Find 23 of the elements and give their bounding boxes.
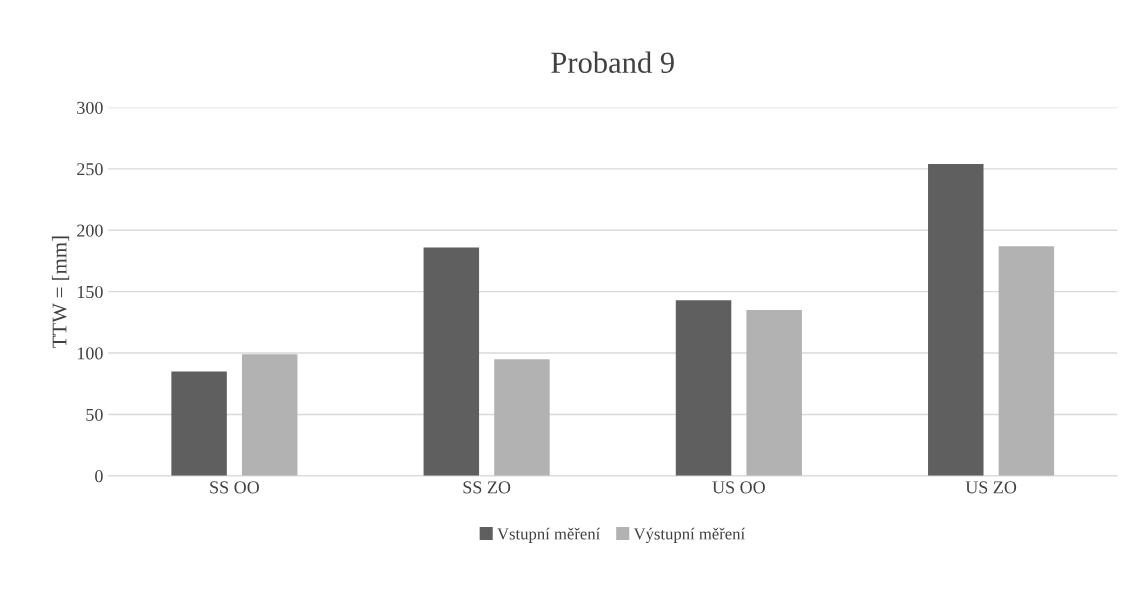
bar bbox=[998, 246, 1055, 476]
bar bbox=[494, 359, 550, 476]
legend-label: Výstupní měření bbox=[633, 527, 745, 543]
bar bbox=[928, 163, 984, 476]
y-tick-label: 0 bbox=[95, 470, 103, 483]
x-tick-label: US ZO bbox=[965, 481, 1017, 494]
x-tick-label: SS ZO bbox=[463, 481, 511, 494]
y-tick-label: 50 bbox=[86, 408, 103, 421]
y-axis-title: TTW = [mm] bbox=[51, 236, 70, 348]
bar bbox=[171, 371, 227, 476]
y-tick-label: 250 bbox=[77, 163, 103, 176]
y-tick-label: 150 bbox=[77, 285, 103, 299]
y-tick-label: 100 bbox=[77, 347, 103, 360]
x-tick-label: US OO bbox=[712, 481, 765, 494]
legend-label: Vstupní měření bbox=[497, 527, 601, 543]
bar bbox=[241, 354, 298, 476]
chart-title: Proband 9 bbox=[551, 51, 674, 74]
bar bbox=[746, 310, 802, 476]
bar bbox=[675, 300, 732, 476]
y-tick-label: 200 bbox=[77, 224, 103, 237]
y-tick-label: 300 bbox=[77, 101, 103, 114]
bar bbox=[423, 247, 480, 476]
x-tick-label: SS OO bbox=[210, 481, 260, 494]
